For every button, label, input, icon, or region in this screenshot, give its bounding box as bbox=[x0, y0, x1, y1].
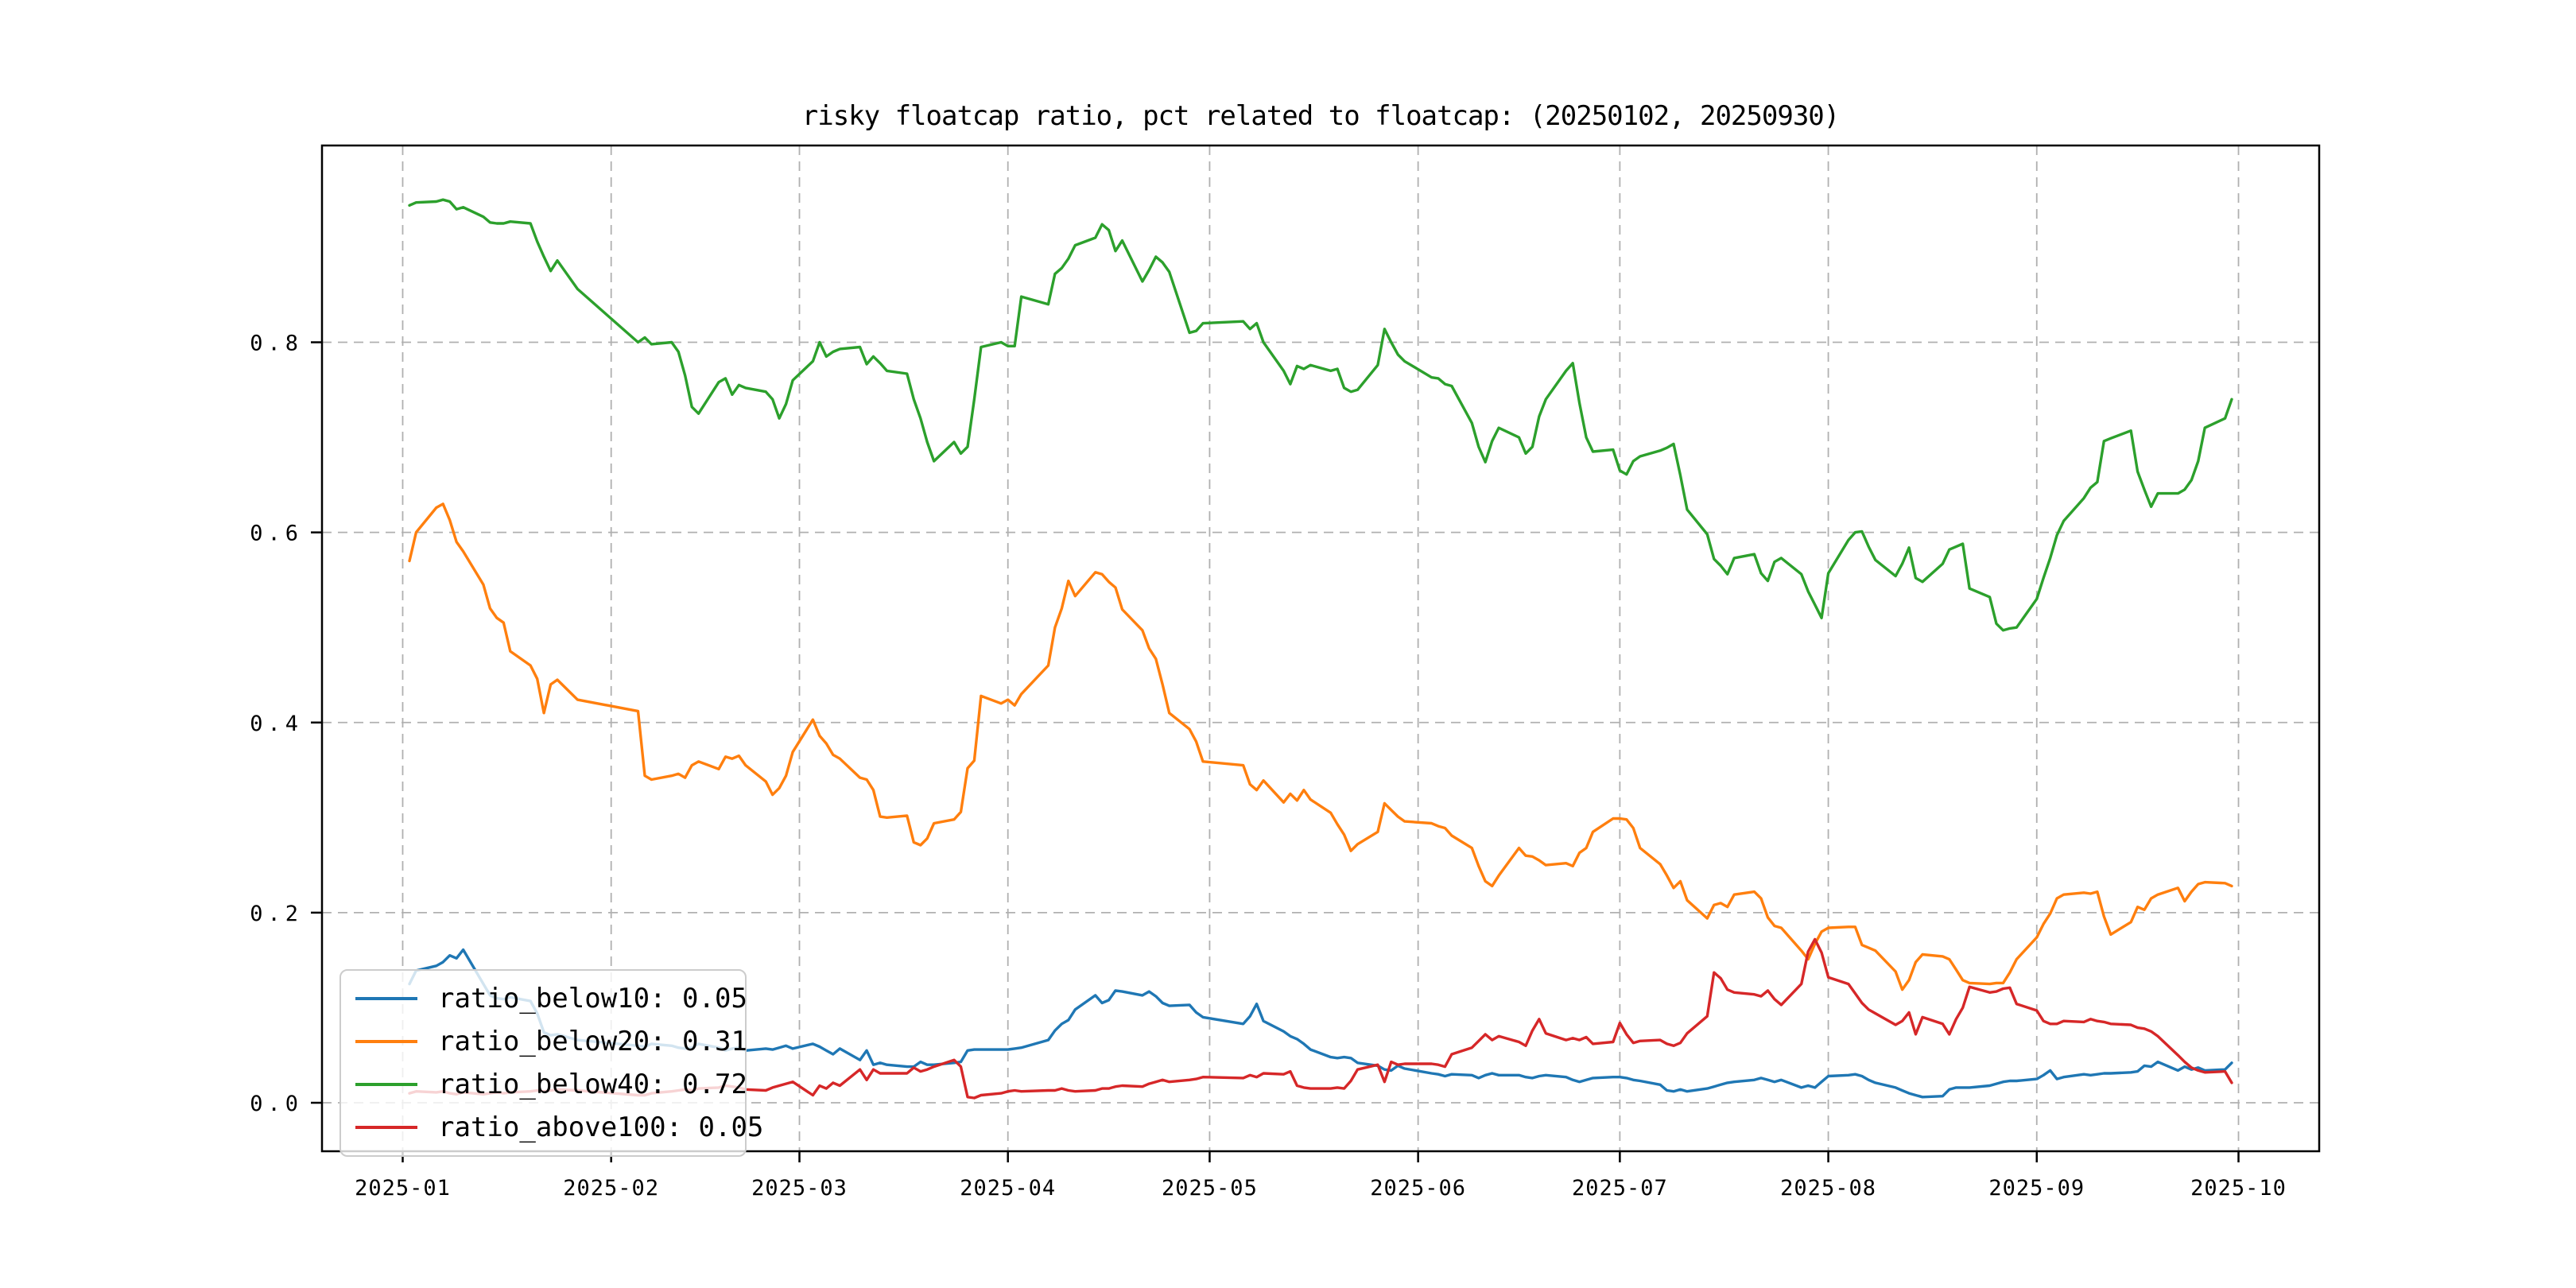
legend-label: ratio_above100: 0.05 bbox=[438, 1111, 764, 1143]
y-tick-label: 0.6 bbox=[250, 522, 303, 546]
legend-label: ratio_below40: 0.72 bbox=[438, 1069, 747, 1100]
legend-label: ratio_below10: 0.05 bbox=[438, 983, 747, 1014]
legend-item-ratio_below10: ratio_below10: 0.05 bbox=[355, 983, 747, 1014]
series-line-ratio_above100 bbox=[408, 937, 2233, 1100]
y-tick-label: 0.4 bbox=[250, 712, 303, 736]
legend-label: ratio_below20: 0.31 bbox=[438, 1026, 747, 1057]
legend: ratio_below10: 0.05 ratio_below20: 0.31 ra… bbox=[339, 969, 763, 1157]
y-tick-label: 0.0 bbox=[250, 1092, 303, 1116]
x-tick-label: 2025-07 bbox=[1572, 1176, 1668, 1201]
x-tick-label: 2025-06 bbox=[1370, 1176, 1466, 1201]
series-line-ratio_below20 bbox=[408, 502, 2233, 991]
legend-line-sample bbox=[355, 1083, 417, 1086]
legend-item-ratio_above100: ratio_above100: 0.05 bbox=[355, 1111, 763, 1143]
x-tick-label: 2025-05 bbox=[1162, 1176, 1258, 1201]
x-tick-label: 2025-10 bbox=[2190, 1176, 2287, 1201]
x-tick-label: 2025-09 bbox=[1988, 1176, 2085, 1201]
legend-item-ratio_below40: ratio_below40: 0.72 bbox=[355, 1069, 747, 1100]
x-tick-label: 2025-08 bbox=[1780, 1176, 1876, 1201]
chart-title: risky floatcap ratio, pct related to flo… bbox=[801, 100, 1840, 132]
legend-line-sample bbox=[355, 1040, 417, 1043]
y-tick-label: 0.8 bbox=[250, 332, 303, 356]
x-tick-label: 2025-04 bbox=[960, 1176, 1056, 1201]
legend-item-ratio_below20: ratio_below20: 0.31 bbox=[355, 1026, 747, 1057]
x-tick-label: 2025-03 bbox=[751, 1176, 848, 1201]
legend-line-sample bbox=[355, 997, 417, 1000]
series-line-ratio_below10 bbox=[408, 948, 2233, 1099]
x-tick-label: 2025-02 bbox=[563, 1176, 659, 1201]
legend-line-sample bbox=[355, 1126, 417, 1129]
series-line-ratio_below40 bbox=[408, 198, 2233, 632]
axes-border bbox=[320, 144, 2321, 1153]
y-tick-label: 0.2 bbox=[250, 902, 303, 926]
x-tick-label: 2025-01 bbox=[355, 1176, 451, 1201]
